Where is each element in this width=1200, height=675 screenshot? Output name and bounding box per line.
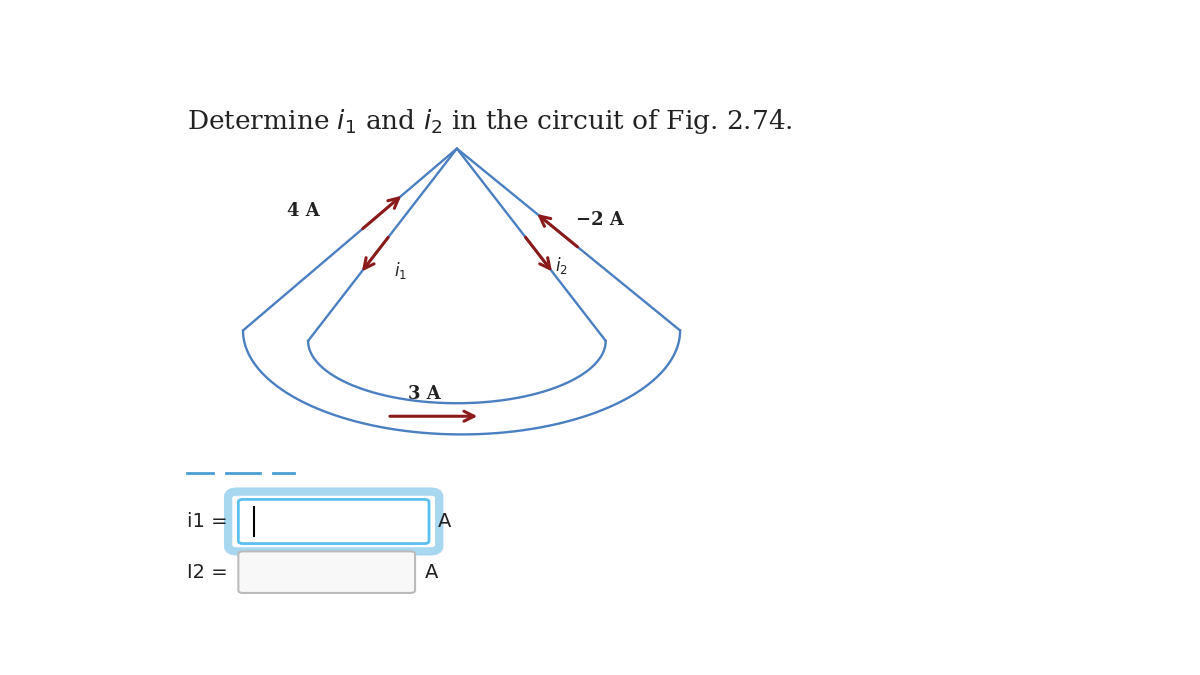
Text: 4 A: 4 A — [288, 202, 320, 220]
Text: 3 A: 3 A — [408, 385, 440, 403]
FancyBboxPatch shape — [239, 551, 415, 593]
Text: −2 A: −2 A — [576, 211, 624, 229]
Text: I2 =: I2 = — [187, 563, 228, 582]
FancyBboxPatch shape — [239, 500, 430, 543]
Text: i1 =: i1 = — [187, 512, 228, 531]
Text: A: A — [438, 512, 451, 531]
Text: A: A — [425, 563, 438, 582]
Text: $i_1$: $i_1$ — [394, 259, 407, 281]
Text: $i_2$: $i_2$ — [554, 255, 568, 276]
Text: Determine $i_1$ and $i_2$ in the circuit of Fig. 2.74.: Determine $i_1$ and $i_2$ in the circuit… — [187, 107, 793, 136]
FancyBboxPatch shape — [228, 491, 439, 551]
